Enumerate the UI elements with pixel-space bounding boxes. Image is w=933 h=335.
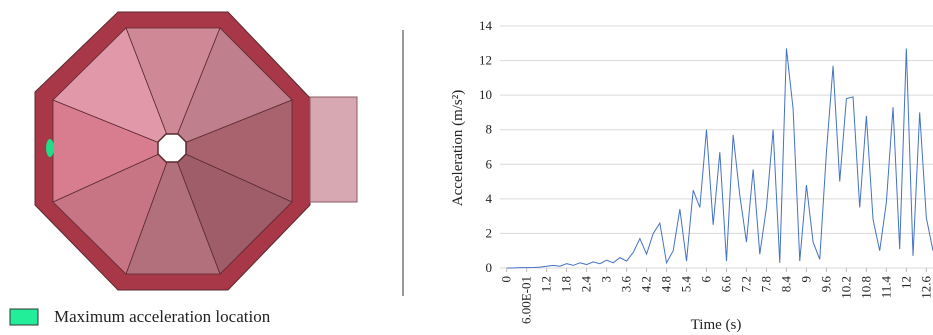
y-tick-label: 10 xyxy=(479,87,492,102)
x-tick-label: 6.00E-01 xyxy=(519,276,534,324)
x-tick-label: 3.6 xyxy=(619,276,634,293)
x-tick-label: 7.2 xyxy=(738,276,753,292)
x-tick-label: 8.4 xyxy=(778,276,793,293)
x-tick-label: 10.2 xyxy=(838,276,853,299)
x-tick-label: 1.2 xyxy=(539,276,554,292)
data-line xyxy=(507,48,933,268)
x-tick-label: 4.8 xyxy=(659,276,674,292)
y-tick-label: 12 xyxy=(479,53,492,68)
x-tick-label: 6.6 xyxy=(718,276,733,293)
y-tick-label: 8 xyxy=(486,122,493,137)
y-axis-label: Acceleration (m/s²) xyxy=(450,90,466,207)
x-tick-label: 0 xyxy=(499,276,514,283)
x-tick-label: 12 xyxy=(898,276,913,289)
x-tick-label: 7.8 xyxy=(758,276,773,292)
x-tick-label: 9.6 xyxy=(818,276,833,293)
x-tick-label: 9 xyxy=(798,276,813,283)
y-tick-label: 0 xyxy=(486,260,493,275)
x-tick-label: 5.4 xyxy=(679,276,694,293)
x-tick-label: 10.8 xyxy=(858,276,873,299)
x-tick-label: 2.4 xyxy=(579,276,594,293)
y-tick-label: 14 xyxy=(479,18,493,33)
chart: Maximum acceleration location Accelerati… xyxy=(0,0,933,335)
y-tick-label: 2 xyxy=(486,225,493,240)
x-tick-label: 12.6 xyxy=(918,276,933,299)
x-tick-label: 4.2 xyxy=(639,276,654,292)
octagon-render xyxy=(35,12,357,290)
x-tick-label: 3 xyxy=(599,276,614,283)
legend-label: Maximum acceleration location xyxy=(54,307,271,326)
x-tick-label: 1.8 xyxy=(559,276,574,292)
x-tick-label: 6 xyxy=(699,276,714,283)
y-tick-label: 6 xyxy=(486,156,493,171)
legend-swatch xyxy=(10,309,38,325)
y-tick-label: 4 xyxy=(486,191,493,206)
figure: Maximum acceleration location Accelerati… xyxy=(0,0,933,335)
x-axis-label: Time (s) xyxy=(691,317,742,333)
x-tick-label: 11.4 xyxy=(878,276,893,299)
